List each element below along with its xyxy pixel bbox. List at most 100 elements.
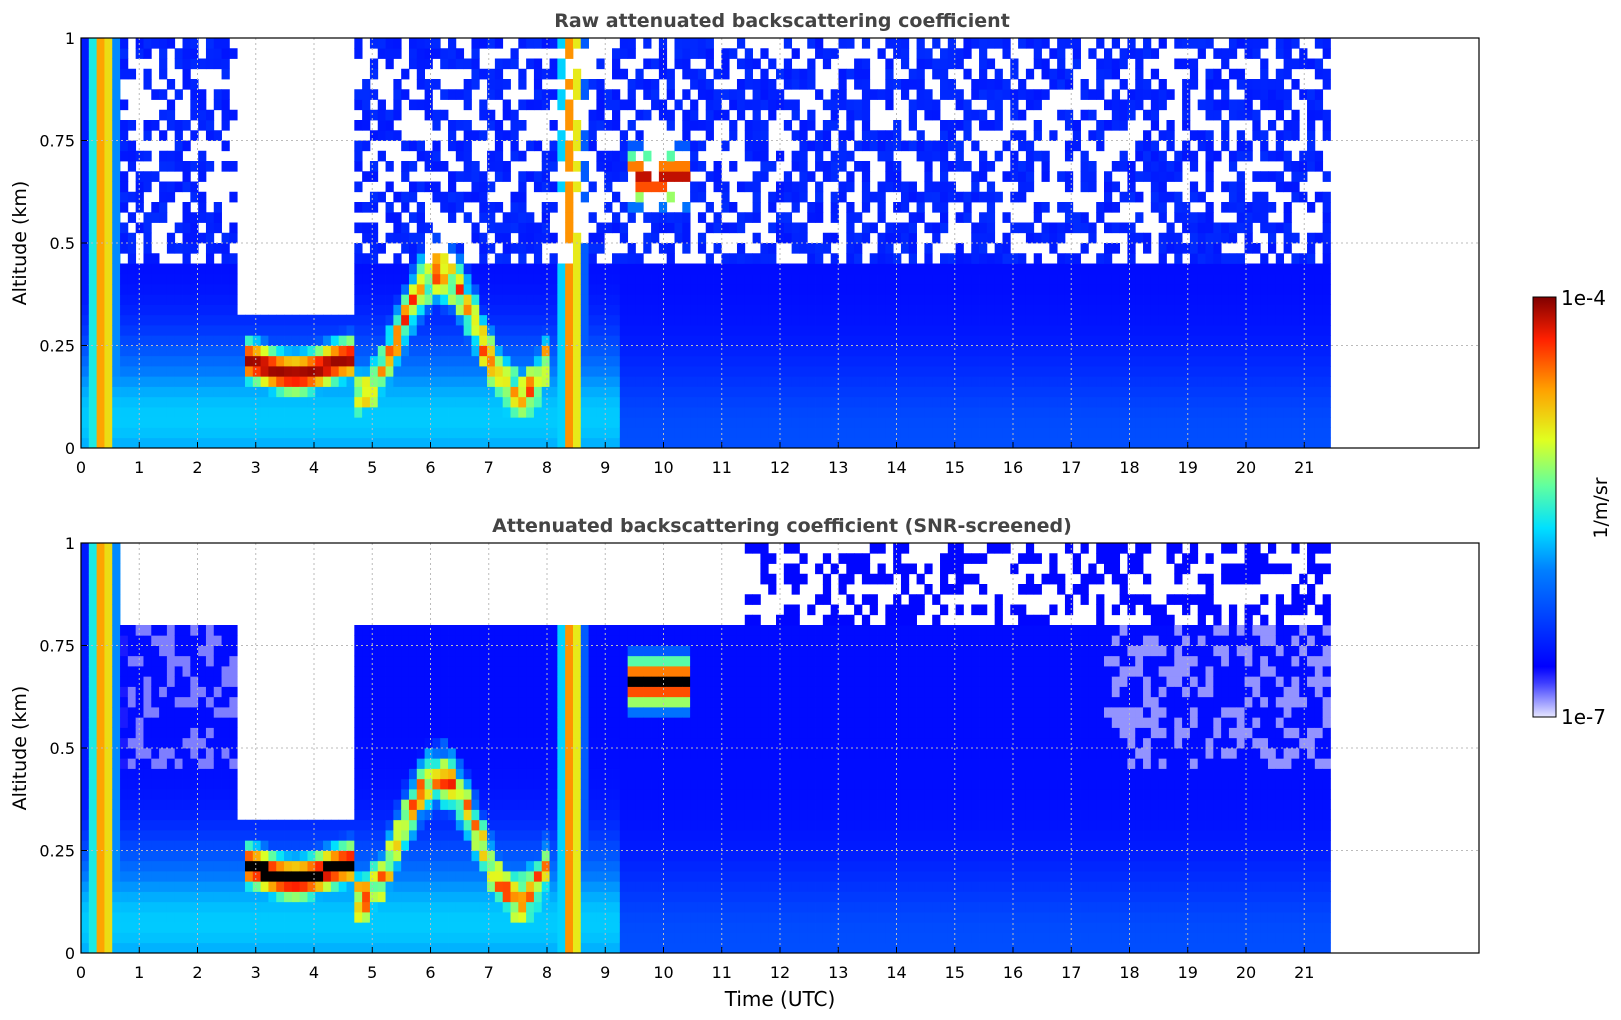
heatmap-cell xyxy=(229,417,238,428)
heatmap-cell xyxy=(1174,58,1183,70)
heatmap-cell xyxy=(776,212,785,223)
heatmap-cell xyxy=(487,355,496,367)
heatmap-cell xyxy=(1291,417,1300,428)
heatmap-cell xyxy=(315,314,324,326)
heatmap-cell xyxy=(237,314,246,326)
heatmap-cell xyxy=(448,140,457,152)
heatmap-cell xyxy=(971,181,980,193)
heatmap-cell xyxy=(174,140,183,152)
heatmap-cell xyxy=(385,181,394,193)
heatmap-cell xyxy=(760,335,769,346)
heatmap-cell xyxy=(88,366,98,377)
heatmap-cell xyxy=(697,366,707,377)
heatmap-cell xyxy=(268,325,277,336)
heatmap-cell xyxy=(221,417,230,428)
heatmap-cell xyxy=(205,232,215,244)
heatmap-cell xyxy=(1072,407,1081,418)
heatmap-cell xyxy=(463,58,472,70)
heatmap-cell xyxy=(541,212,550,223)
heatmap-cell xyxy=(369,314,379,326)
heatmap-cell xyxy=(940,130,949,141)
heatmap-cell xyxy=(104,335,113,346)
heatmap-cell xyxy=(81,437,90,449)
heatmap-cell xyxy=(354,263,363,275)
heatmap-cell xyxy=(1010,273,1019,285)
heatmap-cell xyxy=(463,325,472,336)
heatmap-cell xyxy=(1025,99,1035,111)
heatmap-cell xyxy=(112,202,121,213)
heatmap-cell xyxy=(1127,325,1136,336)
heatmap-cell xyxy=(1260,376,1269,387)
heatmap-cell xyxy=(143,325,152,336)
heatmap-cell xyxy=(1275,68,1285,80)
heatmap-cell xyxy=(81,376,90,387)
heatmap-cell xyxy=(88,161,98,172)
heatmap-cell xyxy=(1182,407,1191,418)
heatmap-cell xyxy=(861,99,871,111)
heatmap-cell xyxy=(1072,48,1081,59)
heatmap-cell xyxy=(151,202,160,213)
heatmap-cell xyxy=(104,140,113,152)
heatmap-cell xyxy=(674,171,683,182)
heatmap-cell xyxy=(1213,355,1222,367)
heatmap-cell xyxy=(1314,417,1324,428)
heatmap-cell xyxy=(713,161,722,172)
heatmap-cell xyxy=(1221,314,1230,326)
heatmap-cell xyxy=(736,284,746,295)
heatmap-cell xyxy=(1182,325,1191,336)
heatmap-cell xyxy=(955,376,964,387)
heatmap-cell xyxy=(244,345,254,357)
heatmap-cell xyxy=(1111,243,1121,254)
heatmap-cell xyxy=(838,437,847,449)
heatmap-cell xyxy=(768,304,777,316)
heatmap-cell xyxy=(979,294,988,305)
heatmap-cell xyxy=(924,150,933,162)
heatmap-cell xyxy=(596,243,605,254)
heatmap-cell xyxy=(533,366,543,377)
heatmap-cell xyxy=(760,79,769,90)
heatmap-cell xyxy=(518,79,527,90)
heatmap-cell xyxy=(362,171,371,182)
heatmap-cell xyxy=(994,294,1003,305)
heatmap-cell xyxy=(1002,304,1011,316)
heatmap-cell xyxy=(88,666,98,677)
heatmap-cell xyxy=(760,140,769,152)
heatmap-cell xyxy=(744,130,753,141)
heatmap-cell xyxy=(135,840,144,851)
heatmap-cell xyxy=(1322,407,1331,418)
heatmap-cell xyxy=(846,355,855,367)
heatmap-cell xyxy=(112,212,121,223)
heatmap-cell xyxy=(1088,222,1097,234)
heatmap-cell xyxy=(1314,376,1324,387)
heatmap-cell xyxy=(760,253,769,264)
heatmap-cell xyxy=(572,376,582,387)
heatmap-cell xyxy=(229,161,238,172)
heatmap-cell xyxy=(260,376,269,387)
heatmap-cell xyxy=(533,68,543,80)
heatmap-cell xyxy=(1197,314,1206,326)
heatmap-cell xyxy=(112,809,121,821)
heatmap-cell xyxy=(963,161,972,172)
heatmap-cell xyxy=(455,243,465,254)
heatmap-cell xyxy=(88,819,98,831)
heatmap-cell xyxy=(760,48,769,59)
heatmap-cell xyxy=(713,345,722,357)
heatmap-cell xyxy=(416,68,425,80)
heatmap-cell xyxy=(471,407,480,418)
heatmap-cell xyxy=(166,273,176,285)
heatmap-cell xyxy=(643,345,652,357)
heatmap-cell xyxy=(1275,386,1285,398)
heatmap-cell xyxy=(830,345,839,357)
heatmap-cell xyxy=(869,407,878,418)
heatmap-cell xyxy=(104,830,113,841)
heatmap-cell xyxy=(151,376,160,387)
heatmap-cell xyxy=(963,109,972,121)
heatmap-cell xyxy=(908,376,917,387)
heatmap-cell xyxy=(893,181,902,193)
heatmap-cell xyxy=(940,273,949,285)
heatmap-cell xyxy=(151,253,160,264)
heatmap-cell xyxy=(229,284,238,295)
heatmap-cell xyxy=(1033,58,1042,70)
heatmap-cell xyxy=(1088,376,1097,387)
heatmap-cell xyxy=(88,891,98,903)
